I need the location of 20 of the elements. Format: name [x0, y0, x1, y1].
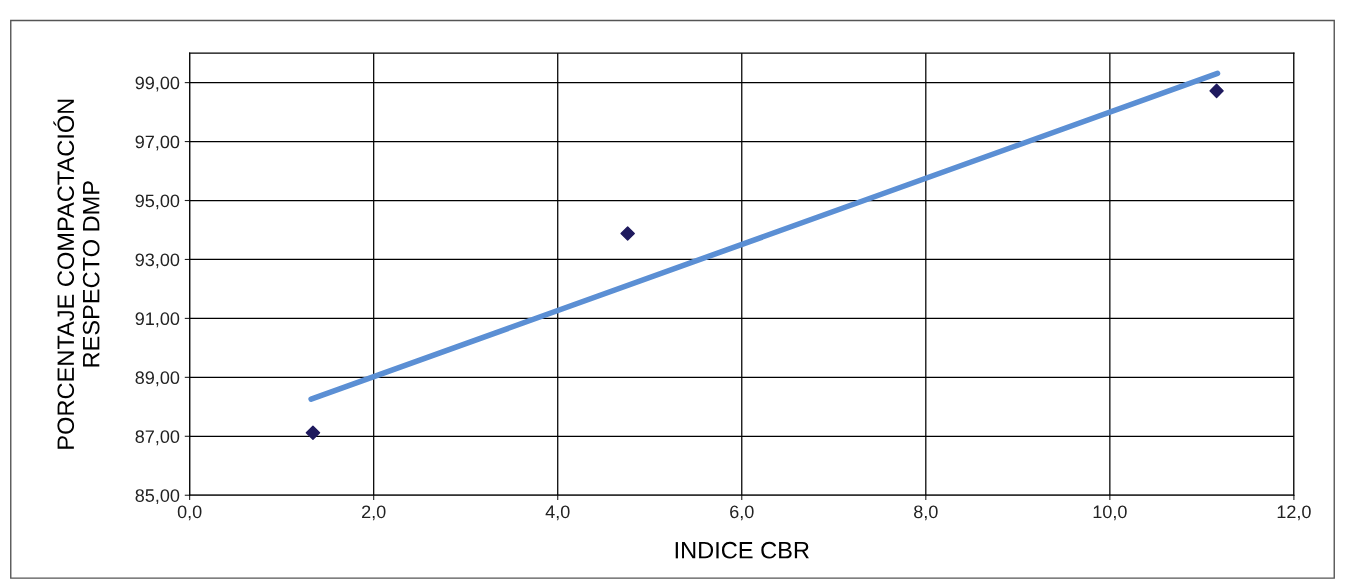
x-tick-label: 0,0: [177, 505, 202, 521]
y-tick-label: 97,00: [135, 135, 180, 151]
y-tick-label: 91,00: [135, 312, 180, 328]
y-tick-label: 87,00: [135, 430, 180, 446]
y-tick-label: 95,00: [135, 194, 180, 210]
y-tick-label: 93,00: [135, 253, 180, 269]
x-tick-label: 8,0: [914, 505, 938, 521]
y-tick-label: 99,00: [135, 76, 180, 92]
y-tick-label: 89,00: [135, 371, 180, 387]
point: [1209, 83, 1224, 99]
x-tick-label: 12,0: [1277, 505, 1311, 521]
x-axis-title: INDICE CBR: [675, 541, 809, 559]
y-axis-title: PORCENTAJE COMPACTACIÓN RESPECTO DMP: [53, 99, 100, 449]
x-tick-label: 4,0: [545, 505, 570, 521]
point: [305, 425, 321, 441]
point: [620, 226, 635, 241]
x-tick-label: 6,0: [730, 505, 754, 521]
y-tick-label: 85,00: [135, 489, 180, 505]
x-tick-label: 2,0: [362, 505, 386, 521]
x-tick-label: 10,0: [1093, 505, 1127, 521]
